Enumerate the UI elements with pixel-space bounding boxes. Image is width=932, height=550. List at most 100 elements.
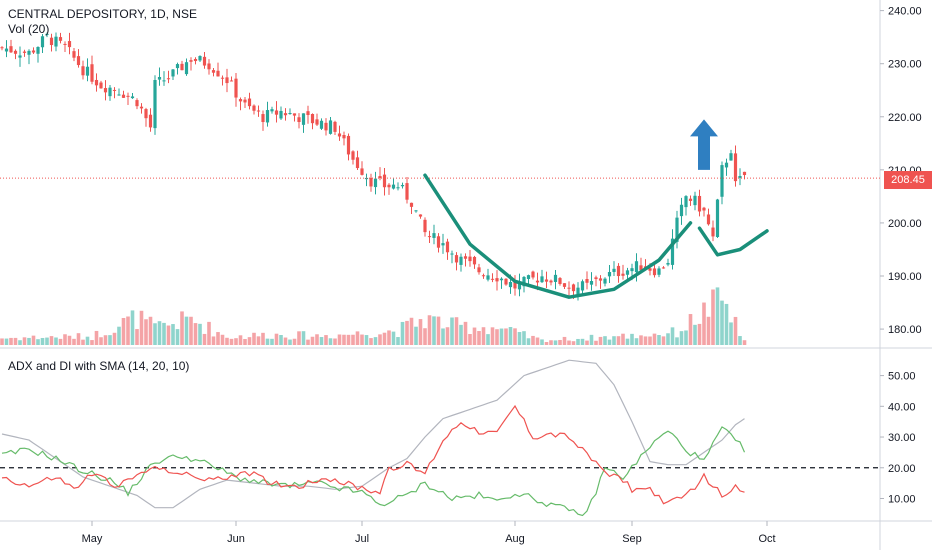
price-tick-label: 240.00: [888, 6, 922, 18]
volume-bar: [373, 337, 378, 345]
candle-body: [306, 111, 310, 115]
candle-body: [436, 236, 441, 248]
candle-body: [9, 46, 13, 53]
volume-bar: [414, 326, 418, 345]
volume-bar: [234, 338, 238, 345]
price-tick-label: 180.00: [888, 324, 922, 336]
volume-bar: [364, 335, 369, 345]
candle-body: [526, 275, 531, 279]
candle-body: [702, 207, 706, 211]
volume-bar: [220, 334, 225, 345]
candle-body: [688, 198, 693, 201]
volume-bar: [616, 336, 621, 345]
candle-body: [270, 109, 274, 112]
volume-bar: [589, 334, 594, 345]
candle-body: [90, 64, 94, 82]
volume-bar: [441, 328, 445, 345]
volume-bar: [630, 333, 634, 345]
candle-body: [423, 219, 427, 233]
candle-body: [288, 113, 292, 115]
volume-bar: [193, 323, 198, 345]
volume-bar: [688, 314, 693, 345]
candle-body: [49, 37, 54, 46]
indicator-tick-label: 30.00: [888, 432, 916, 444]
volume-bar: [81, 339, 85, 345]
candle-body: [216, 70, 220, 77]
candle-body: [594, 277, 598, 280]
candle-body: [198, 56, 202, 61]
candle-body: [27, 50, 31, 55]
candle-body: [243, 99, 247, 103]
volume-bar: [540, 339, 544, 345]
candle-body: [139, 106, 144, 109]
indicator-label: ADX and DI with SMA (14, 20, 10): [8, 359, 190, 373]
candle-body: [162, 80, 166, 82]
volume-bar: [594, 340, 598, 345]
volume-bar: [351, 334, 355, 345]
candle-body: [405, 183, 409, 200]
cup-annotation-curve: [423, 173, 693, 299]
volume-bar: [333, 338, 337, 345]
volume-bar: [391, 331, 396, 345]
candle-body: [40, 36, 45, 48]
candle-body: [36, 47, 40, 54]
volume-bar: [558, 339, 562, 345]
volume-bar: [648, 336, 652, 345]
price-tick-label: 230.00: [888, 59, 922, 71]
candle-body: [445, 241, 450, 253]
volume-bar: [567, 340, 571, 345]
candle-body: [99, 82, 103, 89]
candle-body: [409, 202, 414, 207]
candle-body: [495, 278, 499, 282]
volume-bar: [4, 338, 9, 345]
candle-body: [265, 110, 270, 123]
volume-bar: [319, 337, 324, 345]
volume-bar: [85, 336, 90, 345]
volume-bar: [517, 332, 522, 345]
time-tick-label: Jul: [355, 533, 369, 545]
last-price-tag: 208.45: [884, 171, 932, 189]
volume-bar: [472, 327, 477, 345]
candle-body: [603, 278, 607, 284]
volume-bar: [283, 337, 288, 345]
candle-body: [540, 276, 544, 283]
candle-body: [360, 168, 364, 175]
volume-bar: [216, 332, 220, 345]
volume-bar: [297, 331, 301, 345]
candle-body: [283, 113, 288, 116]
volume-bar: [742, 340, 747, 345]
volume-label: Vol (20): [8, 22, 50, 36]
candle-body: [207, 63, 211, 70]
volume-bar: [405, 320, 409, 345]
volume-bar: [58, 338, 63, 345]
candle-body: [486, 275, 490, 280]
candle-body: [189, 60, 193, 62]
time-tick-label: May: [82, 533, 103, 545]
candle-body: [355, 157, 360, 169]
volume-bar: [531, 335, 535, 345]
volume-bar: [369, 338, 373, 345]
candle-body: [468, 256, 472, 262]
candle-body: [504, 278, 508, 285]
candle-body: [666, 262, 670, 265]
candle-body: [18, 55, 22, 58]
candle-body: [382, 174, 387, 188]
candle-body: [333, 121, 337, 132]
candle-body: [67, 41, 72, 48]
candle-body: [544, 279, 549, 282]
candle-body: [184, 62, 189, 75]
volume-bar: [666, 333, 670, 345]
volume-bar: [400, 321, 405, 345]
volume-bar: [22, 337, 27, 345]
volume-bar: [387, 330, 391, 345]
indicator-tick-label: 40.00: [888, 401, 916, 413]
volume-bar: [477, 331, 481, 345]
candle-body: [522, 276, 526, 287]
candle-body: [157, 76, 162, 80]
candle-body: [418, 214, 423, 217]
candle-body: [180, 63, 184, 71]
candle-body: [612, 268, 616, 272]
candle-body: [607, 272, 612, 277]
volume-bar: [724, 303, 729, 345]
candle-body: [513, 280, 517, 289]
